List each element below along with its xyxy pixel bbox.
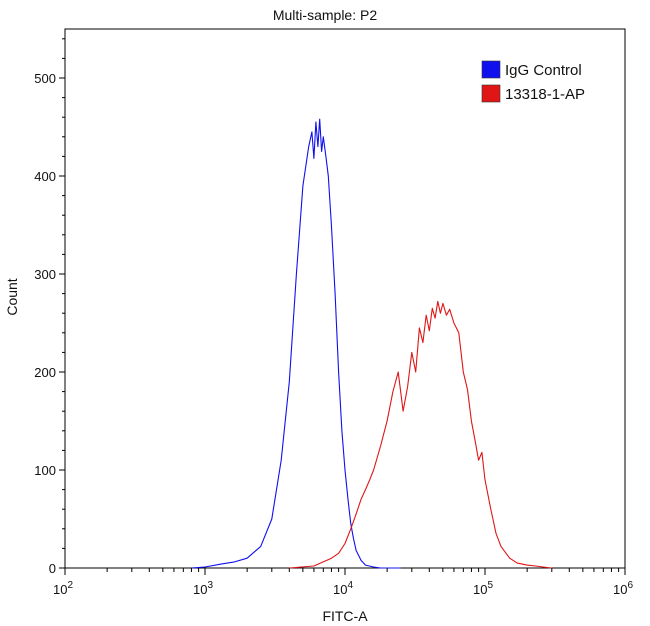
y-axis: 0 100 200 300 400 500 — [34, 38, 65, 576]
plot-frame — [64, 28, 626, 569]
y-tick-label: 500 — [34, 71, 56, 86]
series-layer — [191, 118, 552, 569]
x-tick-label: 104 — [333, 580, 353, 597]
plot-area — [64, 28, 626, 569]
x-axis: 102 103 104 105 106 — [53, 568, 633, 597]
legend-swatch — [481, 60, 501, 79]
legend-label: 13318-1-AP — [505, 86, 585, 103]
x-tick-label: 103 — [193, 580, 213, 597]
legend: IgG Control 13318-1-AP — [481, 60, 585, 103]
y-tick-label: 100 — [34, 463, 56, 478]
y-axis-label: Count — [4, 278, 20, 315]
x-tick-label: 105 — [473, 580, 493, 597]
y-tick-label: 400 — [34, 169, 56, 184]
chart-title: Multi-sample: P2 — [273, 7, 377, 23]
y-tick-label: 0 — [49, 561, 56, 576]
y-tick-label: 200 — [34, 365, 56, 380]
legend-swatch — [481, 84, 501, 103]
x-tick-label: 102 — [53, 580, 73, 597]
x-axis-label: FITC-A — [322, 608, 368, 624]
x-tick-label: 106 — [613, 580, 633, 597]
y-tick-label: 300 — [34, 267, 56, 282]
series-line-2 — [289, 300, 552, 569]
legend-label: IgG Control — [505, 62, 582, 79]
series-line-1 — [191, 118, 401, 569]
